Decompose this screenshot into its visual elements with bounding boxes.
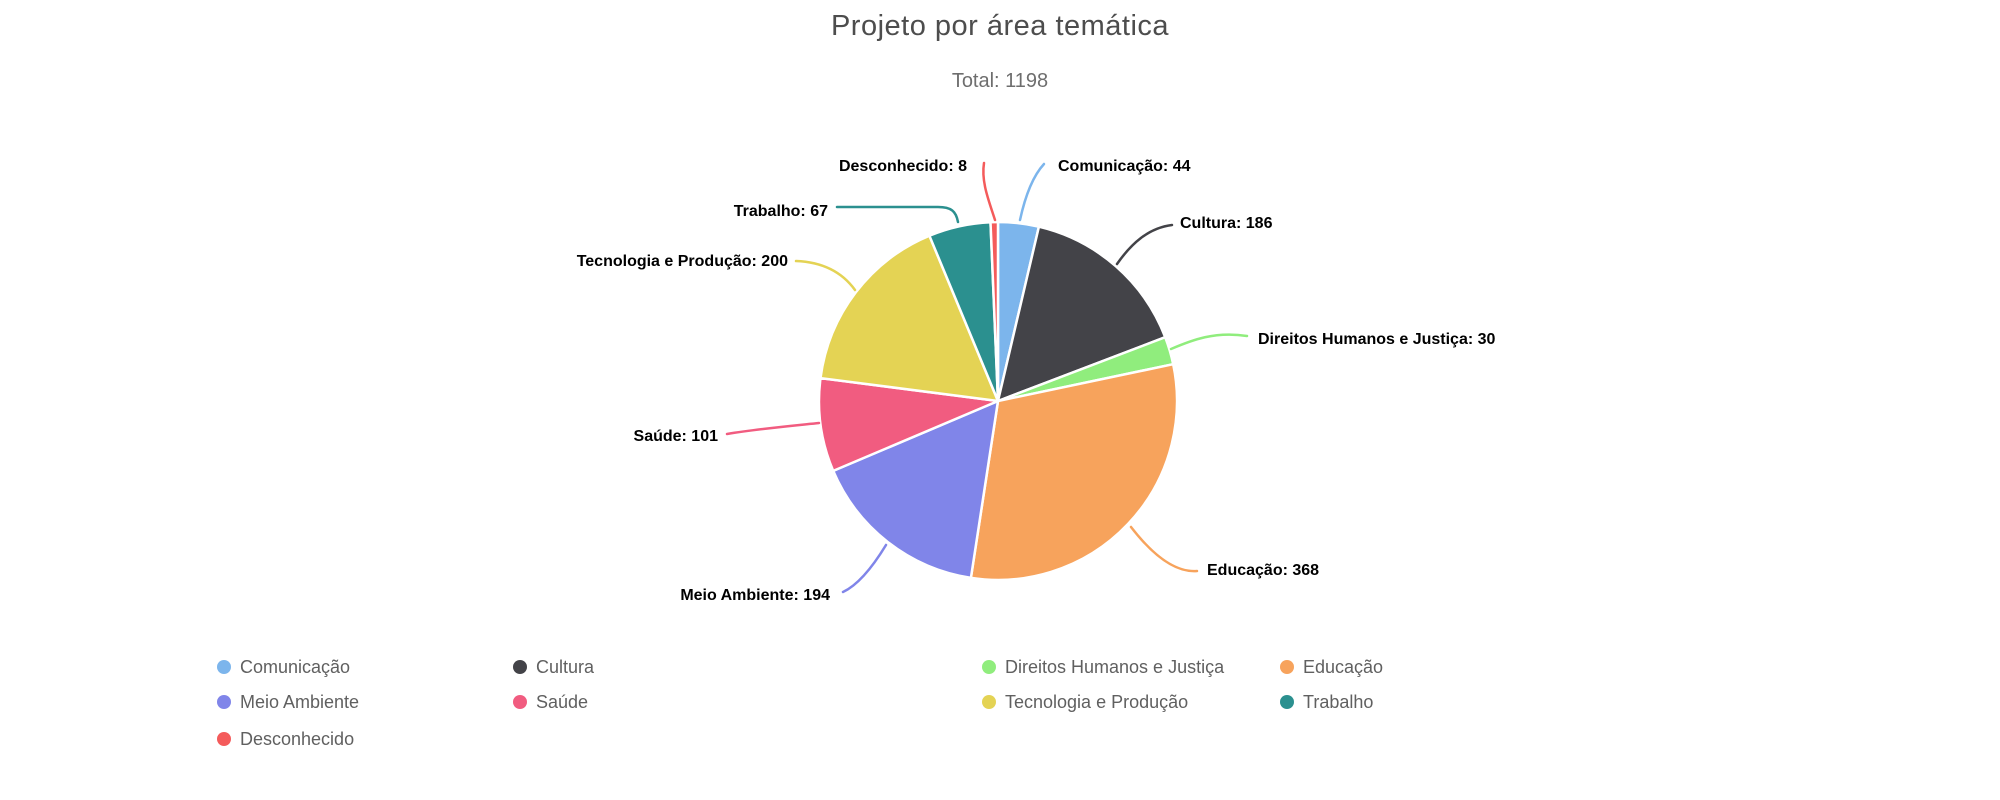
legend-marker-icon <box>513 695 527 709</box>
legend-marker-icon <box>217 660 231 674</box>
label-connector-comunicacao <box>1018 162 1046 222</box>
legend-item-desconhecido[interactable]: Desconhecido <box>217 726 354 752</box>
slice-label-tecnologia-e-producao: Tecnologia e Produção: 200 <box>577 253 788 270</box>
label-connector-educacao <box>1129 525 1199 573</box>
legend-item-comunicacao[interactable]: Comunicação <box>217 654 350 680</box>
slice-label-direitos-humanos-e-justica: Direitos Humanos e Justiça: 30 <box>1258 331 1496 348</box>
label-connector-trabalho <box>835 205 960 224</box>
pie-slice-educacao[interactable] <box>969 362 1179 582</box>
legend-item-label: Saúde <box>536 691 589 712</box>
legend-item-trabalho[interactable]: Trabalho <box>1280 689 1373 715</box>
legend-item-cultura[interactable]: Cultura <box>513 654 594 680</box>
legend-item-label: Comunicação <box>240 656 351 677</box>
legend-marker-icon <box>1280 695 1294 709</box>
slice-label-desconhecido: Desconhecido: 8 <box>839 158 967 175</box>
legend-marker-icon <box>217 695 231 709</box>
pie-slice-saude[interactable] <box>817 376 1000 473</box>
slice-label-comunicacao: Comunicação: 44 <box>1058 158 1191 175</box>
legend-item-tecnologia-e-producao[interactable]: Tecnologia e Produção <box>982 689 1188 715</box>
pie-slice-tecnologia-e-producao[interactable] <box>819 234 1000 403</box>
label-connector-meio-ambiente <box>841 543 888 594</box>
label-connector-tecnologia-e-producao <box>794 259 857 292</box>
label-connector-direitos-humanos-e-justica <box>1169 333 1249 351</box>
label-connector-saude <box>725 421 821 436</box>
legend-item-label: Educação <box>1303 656 1384 677</box>
slice-label-meio-ambiente: Meio Ambiente: 194 <box>680 587 830 604</box>
legend-item-label: Desconhecido <box>240 728 355 749</box>
slice-label-educacao: Educação: 368 <box>1207 562 1319 579</box>
legend-marker-icon <box>513 660 527 674</box>
pie-slice-meio-ambiente[interactable] <box>831 399 1000 580</box>
pie-slice-cultura[interactable] <box>996 225 1167 403</box>
pie-slice-desconhecido[interactable] <box>989 220 1000 403</box>
label-connector-desconhecido <box>982 161 997 222</box>
legend-item-saude[interactable]: Saúde <box>513 689 588 715</box>
legend-marker-icon <box>982 695 996 709</box>
legend-item-label: Direitos Humanos e Justiça <box>1005 656 1225 677</box>
label-connector-cultura <box>1115 223 1174 266</box>
chart-title: Projeto por área temática <box>830 10 1170 42</box>
legend-item-label: Cultura <box>536 656 595 677</box>
legend-item-meio-ambiente[interactable]: Meio Ambiente <box>217 689 359 715</box>
slice-label-trabalho: Trabalho: 67 <box>734 203 828 220</box>
legend-item-label: Trabalho <box>1303 691 1374 712</box>
slice-label-saude: Saúde: 101 <box>634 428 719 445</box>
legend-item-direitos-humanos-e-justica[interactable]: Direitos Humanos e Justiça <box>982 654 1224 680</box>
legend-marker-icon <box>217 732 231 746</box>
slice-label-cultura: Cultura: 186 <box>1180 215 1273 232</box>
legend-marker-icon <box>1280 660 1294 674</box>
legend-item-label: Meio Ambiente <box>240 691 360 712</box>
chart-subtitle: Total: 1198 <box>951 70 1049 92</box>
legend-item-educacao[interactable]: Educação <box>1280 654 1383 680</box>
legend-marker-icon <box>982 660 996 674</box>
legend-item-label: Tecnologia e Produção <box>1005 691 1189 712</box>
